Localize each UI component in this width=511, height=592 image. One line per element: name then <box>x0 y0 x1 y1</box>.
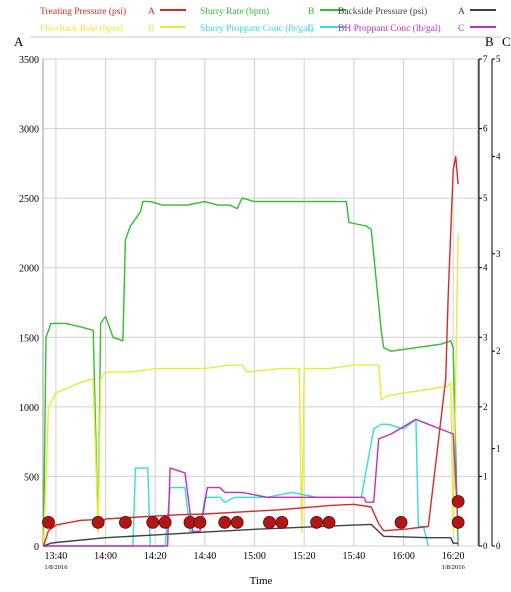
series-line-flowback-rate-bpm <box>42 232 459 547</box>
legend-label: Flowback Rate (bpm) <box>40 23 123 34</box>
legend-label: Backside Pressure (psi) <box>338 6 427 17</box>
x-tick-label: 14:40 <box>193 551 216 562</box>
x-tick-label: 14:20 <box>144 551 167 562</box>
axis-c-tick-label: 2 <box>496 346 501 356</box>
series-line-slurry-rate-bpm <box>42 197 459 547</box>
axis-b-tick-label: 6 <box>483 124 488 134</box>
legend-axis-letter: B <box>308 7 314 17</box>
plot-area <box>42 155 465 547</box>
axis-a-title: A <box>14 34 24 49</box>
x-date-label: 1/8/2016 <box>442 564 466 571</box>
legend: Treating Pressure (psi) A Slurry Rate (bpm… <box>30 6 500 38</box>
legend-axis-letter: A <box>458 7 465 17</box>
axis-b-title: B <box>485 34 494 49</box>
legend-label: Treating Pressure (psi) <box>40 6 126 17</box>
x-tick-label: 16:20 <box>442 551 465 562</box>
axis-a-tick-label: 3000 <box>19 125 39 136</box>
event-marker <box>394 515 408 529</box>
series-line-backside-pressure-psi <box>43 523 459 547</box>
event-marker <box>275 515 289 529</box>
axis-a-tick-label: 1500 <box>19 333 39 344</box>
x-axis-title: Time <box>250 575 273 587</box>
x-tick-label: 14:00 <box>94 551 117 562</box>
x-tick-label: 16:00 <box>392 551 415 562</box>
axis-b-tick-label: 7 <box>483 54 488 64</box>
axis-c-tick-label: 1 <box>496 444 501 454</box>
event-marker <box>193 515 207 529</box>
axis-c-tick-label: 0 <box>496 541 501 551</box>
axis-a-tick-label: 3500 <box>19 55 39 66</box>
axis-a-tick-label: 0 <box>34 542 39 553</box>
axis-b-tick-label: 4 <box>483 263 488 273</box>
event-marker <box>451 495 465 508</box>
legend-label: Slurry Rate (bpm) <box>200 6 269 17</box>
event-marker <box>91 515 105 529</box>
axis-c-tick-label: 3 <box>496 249 501 259</box>
legend-axis-letter: C <box>458 24 464 34</box>
axis-a-tick-label: 2500 <box>19 194 39 205</box>
axis-b-tick-label: 3 <box>483 332 488 342</box>
legend-axis-letter: C <box>308 24 314 34</box>
event-marker <box>263 515 276 529</box>
legend-axis-letter: A <box>148 7 155 17</box>
event-marker <box>310 515 324 529</box>
event-marker <box>119 515 132 529</box>
axis-b-tick-label: 2 <box>483 402 488 412</box>
axis-b-tick-label: 5 <box>483 193 488 203</box>
event-marker <box>451 515 465 529</box>
axis-a-tick-label: 500 <box>24 472 39 483</box>
x-tick-label: 15:00 <box>243 551 266 562</box>
event-marker <box>230 515 244 529</box>
legend-axis-letter: B <box>148 24 154 34</box>
legend-label: Slurry Proppant Conc (lb/gal) <box>200 23 313 34</box>
axis-c-title: C <box>502 34 511 49</box>
x-tick-label: 13:40 <box>45 551 68 562</box>
legend-label: BH Proppant Conc (lb/gal) <box>338 23 441 34</box>
axis-c-tick-label: 5 <box>496 54 501 64</box>
event-marker <box>158 515 172 529</box>
event-marker <box>42 515 55 529</box>
x-tick-label: 15:40 <box>342 551 365 562</box>
x-tick-label: 15:20 <box>293 551 316 562</box>
axis-b-tick-label: 1 <box>483 471 488 481</box>
axis-a-tick-label: 1000 <box>19 403 39 414</box>
event-marker <box>218 515 232 529</box>
event-marker <box>146 515 160 529</box>
axis-b-tick-label: 0 <box>483 541 488 551</box>
axis-c-tick-label: 4 <box>496 151 501 161</box>
x-date-label: 1/8/2016 <box>44 564 68 571</box>
axis-a-tick-label: 2000 <box>19 264 39 275</box>
event-marker <box>322 515 336 529</box>
